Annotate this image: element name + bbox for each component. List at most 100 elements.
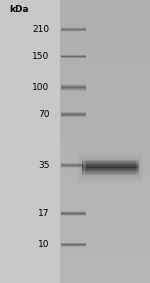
Bar bbox=[60, 241, 150, 243]
Bar bbox=[61, 87, 86, 88]
Bar bbox=[60, 62, 150, 65]
Bar bbox=[60, 249, 150, 252]
Bar bbox=[107, 160, 109, 175]
Bar bbox=[60, 23, 150, 25]
Bar bbox=[60, 51, 150, 54]
Bar bbox=[60, 40, 150, 42]
Bar bbox=[60, 125, 150, 127]
Bar bbox=[60, 161, 150, 164]
Bar bbox=[126, 160, 127, 175]
Bar bbox=[61, 244, 86, 245]
Bar bbox=[60, 113, 150, 116]
Bar bbox=[60, 198, 150, 201]
Bar bbox=[79, 155, 141, 180]
Bar bbox=[60, 170, 150, 173]
Bar bbox=[61, 86, 86, 87]
Bar bbox=[60, 85, 150, 88]
Bar bbox=[96, 160, 98, 175]
Bar bbox=[82, 165, 139, 166]
Bar bbox=[60, 88, 150, 91]
Bar bbox=[60, 181, 150, 184]
Bar bbox=[113, 160, 114, 175]
Bar bbox=[82, 168, 139, 169]
Bar bbox=[115, 160, 116, 175]
Bar bbox=[60, 246, 150, 249]
Bar bbox=[61, 31, 86, 32]
Text: 70: 70 bbox=[38, 110, 50, 119]
Bar bbox=[117, 160, 119, 175]
Bar bbox=[61, 28, 86, 29]
Bar bbox=[110, 160, 112, 175]
Bar bbox=[61, 84, 86, 85]
Bar bbox=[124, 160, 126, 175]
Bar bbox=[60, 11, 150, 14]
Bar bbox=[60, 71, 150, 74]
Bar bbox=[61, 29, 86, 30]
Bar bbox=[60, 119, 150, 122]
Bar bbox=[60, 277, 150, 280]
Bar bbox=[61, 246, 86, 247]
Bar bbox=[61, 89, 86, 90]
Bar bbox=[60, 93, 150, 96]
Bar bbox=[136, 160, 137, 175]
Bar bbox=[135, 160, 136, 175]
Bar bbox=[82, 160, 139, 175]
Bar bbox=[60, 82, 150, 85]
Bar bbox=[103, 160, 105, 175]
Bar bbox=[61, 115, 86, 116]
Bar bbox=[85, 160, 86, 175]
Bar bbox=[60, 260, 150, 263]
Bar bbox=[92, 160, 93, 175]
Bar bbox=[60, 42, 150, 45]
Bar bbox=[60, 190, 150, 192]
Bar bbox=[60, 91, 150, 93]
Bar bbox=[60, 167, 150, 170]
Bar bbox=[60, 175, 150, 178]
Bar bbox=[60, 178, 150, 181]
Bar bbox=[60, 105, 150, 108]
Bar bbox=[61, 90, 86, 91]
Bar bbox=[116, 160, 117, 175]
Bar bbox=[132, 160, 133, 175]
Bar bbox=[82, 160, 139, 161]
Bar bbox=[82, 161, 139, 162]
Bar bbox=[61, 214, 86, 215]
Bar bbox=[60, 28, 150, 31]
Bar bbox=[60, 37, 150, 40]
Bar bbox=[60, 17, 150, 20]
Bar bbox=[60, 6, 150, 8]
Bar bbox=[60, 20, 150, 23]
Bar bbox=[60, 0, 150, 3]
Bar bbox=[60, 204, 150, 207]
Bar bbox=[60, 215, 150, 218]
Bar bbox=[60, 195, 150, 198]
Bar bbox=[78, 153, 142, 182]
Bar bbox=[102, 160, 103, 175]
Bar bbox=[61, 211, 86, 212]
Bar bbox=[60, 25, 150, 28]
Bar bbox=[61, 212, 86, 213]
Bar bbox=[137, 160, 139, 175]
Bar bbox=[60, 133, 150, 136]
Bar bbox=[82, 163, 139, 164]
Bar bbox=[60, 136, 150, 139]
Bar bbox=[82, 171, 139, 172]
Bar bbox=[60, 68, 150, 71]
Bar bbox=[93, 160, 94, 175]
Bar bbox=[119, 160, 120, 175]
Bar bbox=[60, 102, 150, 105]
Bar bbox=[61, 166, 86, 167]
Bar bbox=[61, 55, 86, 56]
Bar bbox=[60, 192, 150, 195]
Bar bbox=[61, 112, 86, 113]
Bar bbox=[60, 275, 150, 277]
Bar bbox=[60, 14, 150, 17]
Bar bbox=[61, 88, 86, 89]
Bar bbox=[60, 116, 150, 119]
Text: kDa: kDa bbox=[10, 5, 29, 14]
Text: 150: 150 bbox=[32, 52, 50, 61]
Bar bbox=[60, 280, 150, 283]
Bar bbox=[60, 263, 150, 266]
Bar bbox=[82, 173, 139, 174]
Bar bbox=[61, 56, 86, 57]
